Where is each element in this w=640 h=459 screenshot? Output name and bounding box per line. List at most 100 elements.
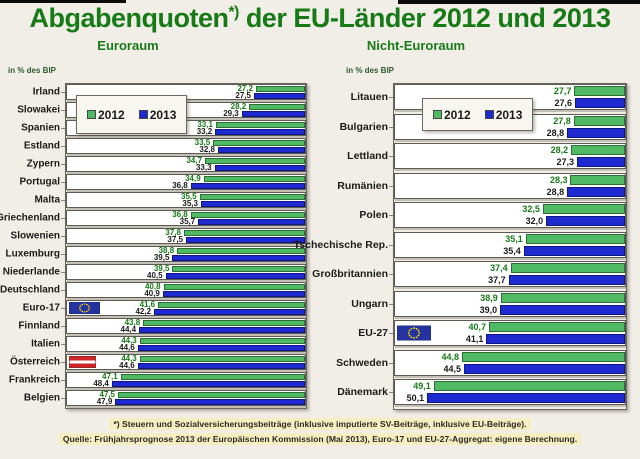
value-label-2012: 47,5 (99, 390, 116, 399)
country-label: Italien (2, 336, 65, 352)
bar-line-2013: 39,0 (395, 304, 625, 316)
value-label-2012: 38,9 (480, 292, 498, 303)
country-label-text: Zypern (26, 158, 60, 170)
country-label: EU-27 (330, 320, 393, 346)
country-label-text: Italien (31, 338, 60, 350)
value-label-2012: 37,8 (165, 228, 181, 237)
bar-2012 (118, 391, 305, 398)
country-label-text: Euro-17 (22, 302, 60, 314)
bar-line-2013: 32,0 (395, 215, 625, 227)
bar-2012 (177, 247, 305, 254)
bar-line-2013: 39,5 (67, 254, 305, 262)
country-label-text: Deutschland (0, 284, 60, 296)
bar-2012 (120, 373, 305, 380)
bar-line-2013: 37,5 (67, 236, 305, 244)
value-label-2013: 35,4 (503, 245, 521, 256)
scan-artifact-top-left (0, 0, 126, 3)
value-label-2013: 35,3 (182, 199, 198, 208)
bar-2013 (162, 290, 305, 297)
country-label-text: Irland (32, 86, 60, 98)
value-label-2012: 33,1 (197, 120, 213, 129)
value-label-2013: 47,9 (96, 397, 113, 406)
value-label-2012: 27,8 (553, 115, 571, 126)
value-label-2013: 35,7 (179, 217, 196, 226)
value-label-2012: 33,5 (194, 138, 211, 147)
bar-line-2012: 32,5 (395, 203, 625, 215)
axis-label-left: in % des BIP (8, 66, 57, 75)
bar-row: 43,8 44,4 (66, 318, 306, 334)
value-label-2012: 34,7 (186, 156, 203, 165)
bar-row: 39,5 40,5 (66, 264, 306, 280)
value-label-2013: 37,7 (488, 275, 506, 285)
value-label-2013: 41,1 (465, 334, 484, 344)
bar-row: 28,3 28,8 (394, 172, 626, 199)
bar-row: 40,8 40,9 (66, 282, 306, 298)
country-label: Malta (2, 192, 65, 208)
value-label-2012: 44,8 (441, 351, 460, 362)
source: Quelle: Frühjahrsprognose 2013 der Europ… (0, 429, 640, 447)
country-label-text: Polen (359, 209, 388, 221)
value-label-2013: 44,6 (119, 343, 135, 352)
value-label-2012: 40,8 (144, 282, 161, 291)
legend-item-2012: 2012 (87, 108, 125, 122)
bar-line-2012: 49,1 (395, 380, 625, 392)
bar-2012 (433, 381, 625, 391)
value-label-2012: 28,2 (550, 145, 569, 155)
bar-row: 34,9 36,8 (66, 174, 306, 190)
bar-row: 41,6 42,2 (66, 300, 306, 316)
bar-2013 (464, 363, 625, 374)
country-label-text: Tschechische Rep. (293, 238, 388, 251)
value-label-2013: 32,0 (525, 216, 544, 226)
bar-line-2013: 44,6 (67, 361, 305, 370)
bar-2012 (199, 193, 305, 200)
bar-2013 (200, 200, 305, 207)
bar-line-2013: 33,2 (67, 128, 305, 136)
bar-line-2012: 44,3 (67, 337, 305, 345)
bar-line-2013: 36,8 (67, 181, 305, 190)
eu-flag-icon (69, 302, 100, 314)
bar-line-2013: 44,4 (67, 326, 305, 334)
bar-line-2012: 28,3 (395, 174, 625, 186)
bar-2013 (190, 182, 305, 189)
bar-row: 44,3 44,6 (66, 354, 306, 370)
country-label-text: Slowakei (17, 104, 60, 116)
value-label-2013: 36,8 (172, 181, 188, 190)
country-label-text: Ungarn (351, 297, 388, 310)
bar-2012 (203, 175, 305, 182)
bar-line-2012: 28,2 (395, 144, 625, 156)
bar-line-2012: 41,6 (67, 301, 305, 309)
country-label: Niederlande (2, 264, 65, 280)
value-label-2013: 44,6 (119, 361, 135, 370)
country-label: Zypern (2, 156, 65, 172)
bar-line-2012: 34,9 (67, 175, 305, 183)
value-label-2013: 28,8 (546, 186, 565, 197)
bar-2013 (575, 98, 625, 108)
bar-2012 (139, 355, 305, 362)
value-label-2012: 32,5 (522, 204, 540, 214)
bar-line-2012: 35,1 (395, 233, 625, 245)
bar-2013 (154, 308, 305, 315)
chart-euroraum: Irland Slowakei Spanien Estland Zypern Portug… (0, 83, 307, 409)
bar-2012 (525, 233, 625, 244)
country-label-text: EU-27 (358, 327, 388, 339)
panel-header-nicht-euroraum: Nicht-Euroraum (366, 38, 466, 53)
bar-line-2013: 27,5 (67, 92, 305, 100)
country-label: Luxemburg (2, 246, 65, 262)
legend-label-2012: 2012 (444, 107, 471, 122)
bar-row: 38,9 39,0 (394, 290, 626, 317)
bar-2012 (215, 121, 305, 128)
bar-row: 35,5 35,3 (66, 192, 306, 208)
bar-2013 (139, 326, 305, 333)
bar-2013 (254, 92, 305, 99)
country-label-text: Finnland (18, 320, 60, 332)
country-label: Griechenland (0, 210, 65, 226)
bar-row: 35,1 35,4 (394, 231, 626, 258)
value-label-2013: 44,5 (443, 363, 461, 374)
bar-2013 (215, 128, 305, 135)
legend-item-2013: 2013 (138, 107, 177, 122)
legend-item-2012: 2012 (433, 108, 471, 122)
bar-line-2012: 33,5 (67, 138, 305, 147)
legend-label-2013: 2013 (149, 107, 177, 122)
value-label-2012: 47,1 (102, 372, 118, 381)
value-label-2013: 40,5 (147, 271, 163, 280)
